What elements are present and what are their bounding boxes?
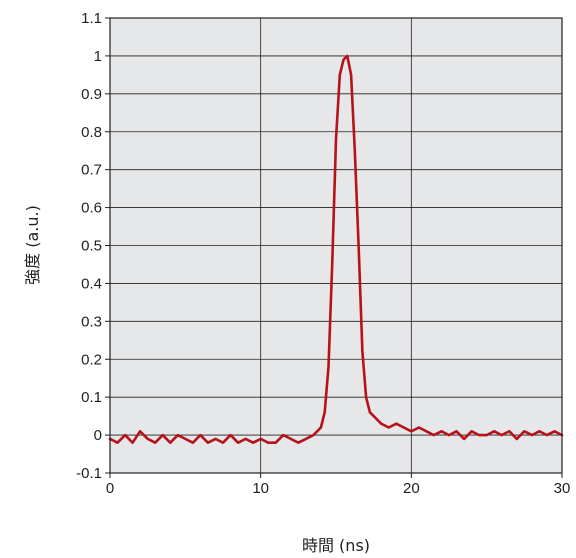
- y-tick-label: 0.7: [81, 162, 102, 179]
- y-tick-label: 0.9: [81, 86, 102, 103]
- y-tick-label: 0.2: [81, 351, 102, 368]
- series-layer: [108, 54, 564, 445]
- y-tick-label: 1: [94, 48, 102, 65]
- x-tick-label: 20: [403, 480, 420, 497]
- y-axis-title: 強度 (a.u.): [23, 205, 42, 285]
- y-tick-label: 0: [94, 427, 102, 444]
- y-tick-labels: -0.1 0 0.1 0.2 0.3 0.4 0.5 0.6 0.7 0.8 0.9 1 1.1: [76, 10, 110, 482]
- y-tick-label: 0.5: [81, 238, 102, 255]
- x-axis-title: 時間 (ns): [302, 536, 370, 555]
- x-tick-label: 10: [252, 480, 269, 497]
- y-tick-label: -0.1: [76, 465, 102, 482]
- y-tick-label: 0.6: [81, 200, 102, 217]
- y-tick-label: 1.1: [81, 10, 102, 27]
- y-tick-label: 0.1: [81, 389, 102, 406]
- x-tick-labels: 0 10 20 30: [106, 473, 571, 497]
- x-tick-label: 0: [106, 480, 114, 497]
- y-tick-label: 0.3: [81, 313, 102, 330]
- x-tick-label: 30: [554, 480, 571, 497]
- y-tick-label: 0.4: [81, 275, 102, 292]
- y-tick-label: 0.8: [81, 124, 102, 141]
- series-line: [108, 54, 564, 445]
